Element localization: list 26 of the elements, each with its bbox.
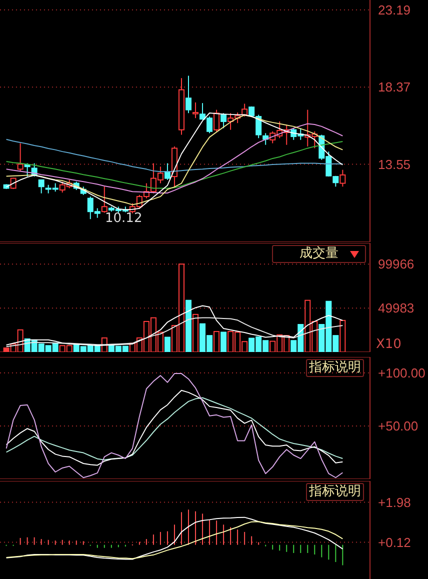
candlestick [178,78,184,136]
y-tick-label: +1.98 [378,494,411,510]
line-series [6,305,344,346]
annotation: 10.12 [105,211,142,226]
y-tick-label: 18.37 [378,80,411,95]
y-tick-label: +50.00 [378,418,418,434]
bar [192,314,199,352]
bar [220,332,227,352]
line-series [6,390,344,466]
y-tick-label: +100.00 [378,366,426,381]
y-tick-label: 13.55 [378,156,411,172]
bar [164,336,170,352]
y-tick-label: 99966 [378,256,414,272]
bar [214,331,220,352]
annotation: 指标说明 [309,360,361,375]
y-tick-label: 49983 [378,300,414,316]
annotation: 指标说明 [309,484,361,499]
bar [186,300,192,352]
line-series [6,373,344,478]
bar [340,320,346,352]
y-tick-label: +0.12 [378,534,411,550]
annotation: 成交量 [300,246,338,261]
line-series [6,317,344,348]
line-series [6,397,344,460]
y-tick-label: 23.19 [378,2,411,18]
text: X10 [376,337,402,352]
